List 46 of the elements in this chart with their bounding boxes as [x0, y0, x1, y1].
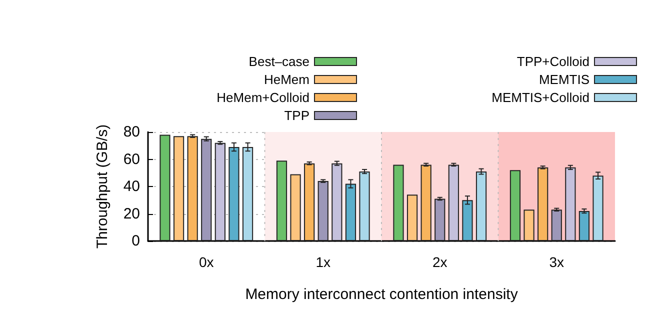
legend-label: HeMem [264, 72, 310, 87]
legend-label: MEMTIS+Colloid [492, 90, 590, 105]
y-axis-title: Throughput (GB/s) [94, 124, 111, 249]
bar [462, 200, 473, 241]
legend-label: HeMem+Colloid [216, 90, 310, 105]
bar [201, 138, 212, 241]
bar [242, 146, 254, 241]
bar [187, 136, 198, 241]
bar [434, 198, 446, 241]
bar [359, 172, 370, 241]
x-tick-label: 2x [432, 254, 448, 270]
bar [173, 136, 184, 241]
bar [228, 146, 240, 241]
bar [160, 134, 170, 241]
x-tick-label: 0x [198, 254, 214, 270]
bar [524, 210, 534, 241]
legend-label: TPP+Colloid [516, 54, 590, 69]
y-tick-label: 60 [123, 150, 140, 168]
bar [420, 164, 432, 241]
bar [345, 184, 356, 241]
y-tick-label: 40 [123, 178, 140, 195]
legend-label: MEMTIS [538, 72, 590, 87]
x-tick-label: 1x [316, 254, 331, 270]
bar [214, 142, 226, 241]
bar [538, 167, 548, 241]
bar [393, 164, 404, 241]
bar [578, 211, 590, 241]
bar [448, 164, 459, 241]
x-axis-title: Memory interconnect contention intensity [245, 286, 518, 303]
bar [510, 170, 521, 241]
bar [551, 210, 562, 241]
y-tick-label: 0 [132, 232, 140, 250]
bar [332, 163, 342, 241]
bar [476, 172, 487, 241]
bar [565, 167, 576, 241]
x-tick-label: 3x [549, 254, 564, 270]
legend-label: TPP [284, 108, 310, 123]
bar [276, 160, 288, 241]
bar [318, 181, 328, 241]
bar [290, 174, 301, 241]
y-tick-label: 80 [123, 124, 140, 140]
bar [406, 194, 418, 241]
legend-label: Best–case [248, 54, 310, 69]
y-tick-label: 20 [123, 205, 140, 222]
bar [592, 176, 604, 241]
bar [304, 163, 315, 241]
